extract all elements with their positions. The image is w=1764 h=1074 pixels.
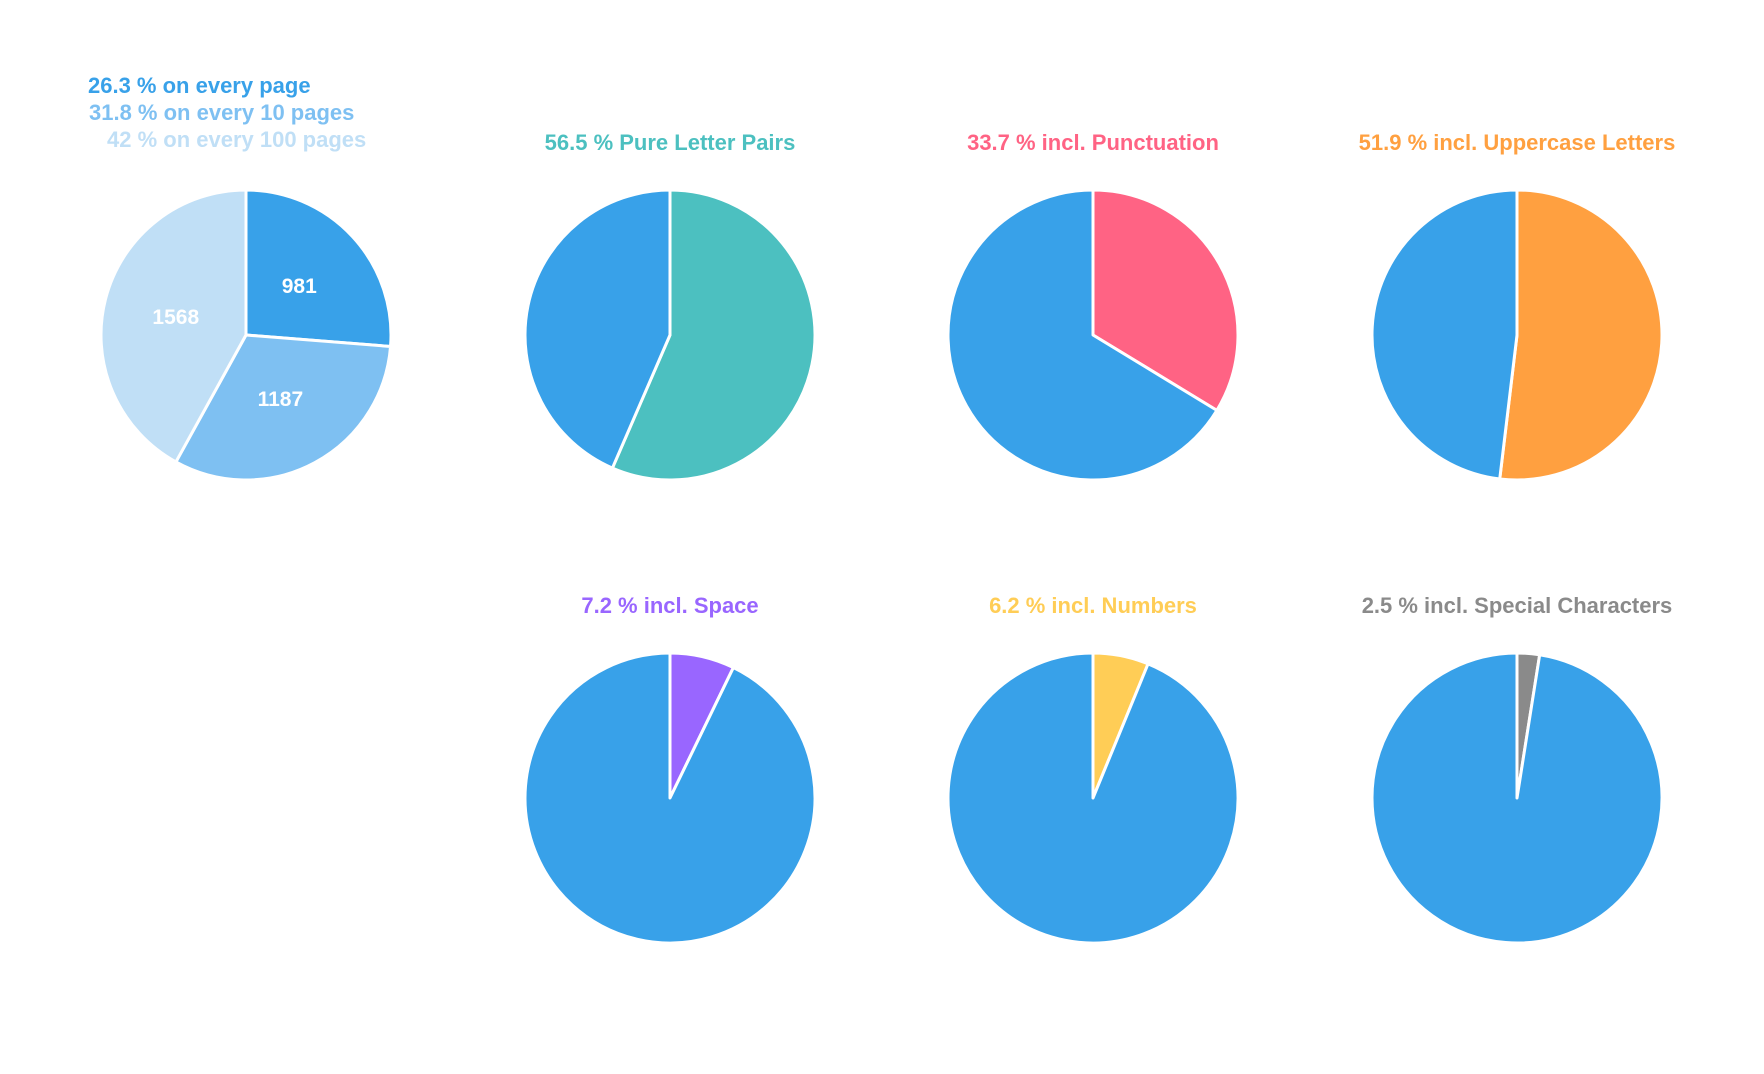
chart-title-3: 33.7 % incl. Punctuation bbox=[967, 130, 1219, 155]
chart-title-7: 2.5 % incl. Special Characters bbox=[1362, 593, 1673, 618]
chart-title-2: 56.5 % Pure Letter Pairs bbox=[545, 130, 796, 155]
pie-slice-4-1[interactable] bbox=[1498, 188, 1664, 482]
slice-label-981: 981 bbox=[282, 275, 317, 298]
pie-chart-4: 51.9 % incl. Uppercase Letters bbox=[1359, 130, 1676, 482]
slice-label-1568: 1568 bbox=[152, 306, 199, 329]
legend-entry-every-10-pages: 31.8 % on every 10 pages bbox=[89, 100, 355, 125]
pie-slice-4-2[interactable] bbox=[1370, 188, 1519, 481]
pie-slice-6-2[interactable] bbox=[946, 651, 1240, 945]
pie-slice-3-2[interactable] bbox=[946, 188, 1219, 482]
chart-title-5: 7.2 % incl. Space bbox=[581, 593, 758, 618]
pie-slice-3-1[interactable] bbox=[1091, 188, 1240, 412]
pie-chart-3: 33.7 % incl. Punctuation bbox=[946, 130, 1240, 482]
pie-slice-7-2[interactable] bbox=[1370, 651, 1664, 945]
pie-slice-1-3[interactable] bbox=[99, 188, 248, 464]
pie-slice-2-1[interactable] bbox=[610, 188, 817, 482]
legend-entry-every-page: 26.3 % on every page bbox=[88, 73, 311, 98]
pie-chart-5: 7.2 % incl. Space bbox=[523, 593, 817, 945]
pie-slice-1-2[interactable] bbox=[174, 333, 393, 482]
pie-chart-1: 981 1187 1568 bbox=[99, 188, 393, 482]
slice-label-1187: 1187 bbox=[258, 388, 304, 411]
pie-legend: 26.3 % on every page 31.8 % on every 10 … bbox=[88, 72, 366, 153]
pie-slice-2-2[interactable] bbox=[523, 188, 672, 470]
pie-slice-5-2[interactable] bbox=[523, 651, 817, 945]
chart-title-4: 51.9 % incl. Uppercase Letters bbox=[1359, 130, 1676, 155]
chart-title-6: 6.2 % incl. Numbers bbox=[989, 593, 1197, 618]
pie-slice-1-1[interactable] bbox=[244, 188, 393, 348]
pie-chart-2: 56.5 % Pure Letter Pairs bbox=[523, 130, 817, 482]
legend-entry-every-100-pages: 42 % on every 100 pages bbox=[107, 127, 367, 152]
pie-chart-6: 6.2 % incl. Numbers bbox=[946, 593, 1240, 945]
pie-chart-7: 2.5 % incl. Special Characters bbox=[1362, 593, 1673, 945]
